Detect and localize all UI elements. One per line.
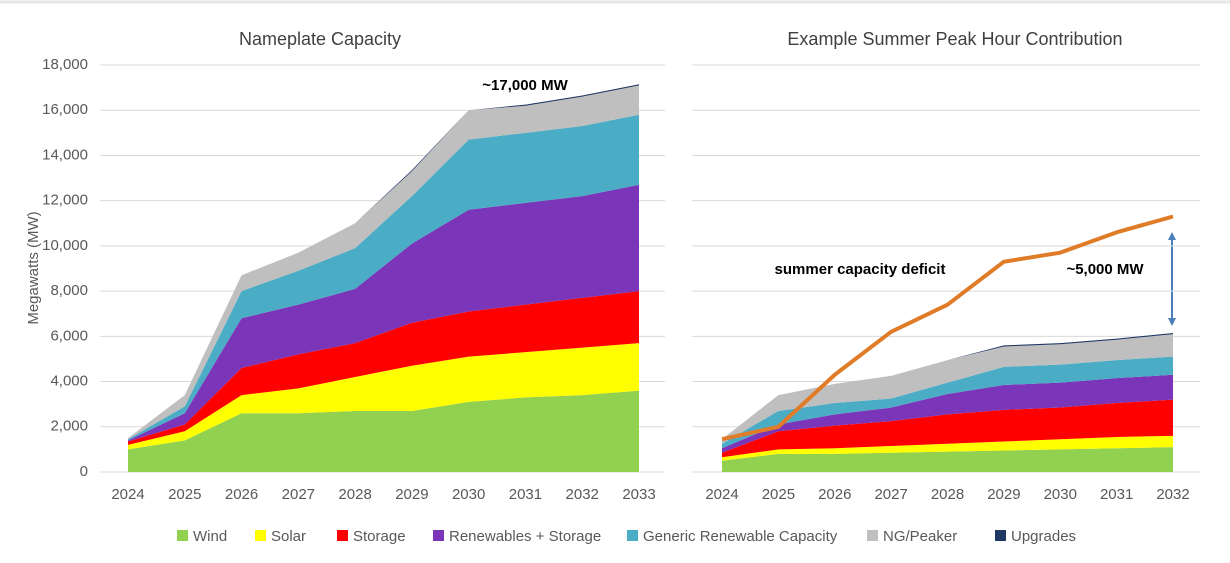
y-tick-label: 16,000	[42, 101, 88, 118]
legend-label: Wind	[193, 528, 227, 545]
area	[722, 334, 1173, 444]
x-tick-label: 2032	[566, 486, 599, 503]
area	[722, 356, 1173, 449]
annotation: ~17,000 MW	[482, 77, 568, 94]
legend-swatch	[255, 530, 266, 541]
x-tick-label: 2024	[111, 486, 144, 503]
area	[128, 114, 639, 441]
x-tick-label: 2026	[818, 486, 851, 503]
x-tick-label: 2033	[622, 486, 655, 503]
legend-label: Generic Renewable Capacity	[643, 528, 838, 545]
y-tick-label: 0	[80, 463, 88, 480]
y-tick-label: 8,000	[50, 282, 88, 299]
legend-label: Storage	[353, 528, 406, 545]
y-tick-label: 6,000	[50, 327, 88, 344]
y-tick-label: 18,000	[42, 56, 88, 73]
y-tick-label: 14,000	[42, 146, 88, 163]
legend-swatch	[867, 530, 878, 541]
y-tick-label: 12,000	[42, 192, 88, 209]
area	[722, 399, 1173, 458]
y-axis-label: Megawatts (MW)	[25, 211, 42, 324]
legend-label: Renewables + Storage	[449, 528, 601, 545]
area	[722, 447, 1173, 472]
area	[128, 85, 639, 440]
x-tick-label: 2025	[762, 486, 795, 503]
legend-label: NG/Peaker	[883, 528, 957, 545]
annotation: summer capacity deficit	[775, 261, 946, 278]
area	[722, 374, 1173, 453]
x-tick-label: 2028	[338, 486, 371, 503]
x-tick-label: 2027	[874, 486, 907, 503]
area	[722, 435, 1173, 461]
area	[128, 390, 639, 472]
legend-swatch	[627, 530, 638, 541]
x-tick-label: 2029	[987, 486, 1020, 503]
area	[128, 184, 639, 442]
annotation: ~5,000 MW	[1066, 261, 1144, 278]
x-tick-label: 2027	[282, 486, 315, 503]
chart-title: Nameplate Capacity	[239, 29, 401, 49]
x-tick-label: 2031	[509, 486, 542, 503]
x-tick-label: 2025	[168, 486, 201, 503]
legend-swatch	[433, 530, 444, 541]
line	[721, 214, 1174, 442]
x-tick-label: 2030	[1044, 486, 1077, 503]
x-tick-label: 2030	[452, 486, 485, 503]
legend-swatch	[177, 530, 188, 541]
y-tick-label: 4,000	[50, 373, 88, 390]
x-tick-label: 2024	[705, 486, 738, 503]
x-tick-label: 2029	[395, 486, 428, 503]
area	[128, 291, 639, 445]
x-tick-label: 2026	[225, 486, 258, 503]
legend-label: Solar	[271, 528, 306, 545]
y-tick-label: 10,000	[42, 237, 88, 254]
legend-swatch	[995, 530, 1006, 541]
y-tick-label: 2,000	[50, 418, 88, 435]
area	[128, 343, 639, 450]
chart-title: Example Summer Peak Hour Contribution	[787, 29, 1122, 49]
legend-swatch	[337, 530, 348, 541]
legend-label: Upgrades	[1011, 528, 1076, 545]
x-tick-label: 2028	[931, 486, 964, 503]
x-tick-label: 2032	[1156, 486, 1189, 503]
x-tick-label: 2031	[1100, 486, 1133, 503]
